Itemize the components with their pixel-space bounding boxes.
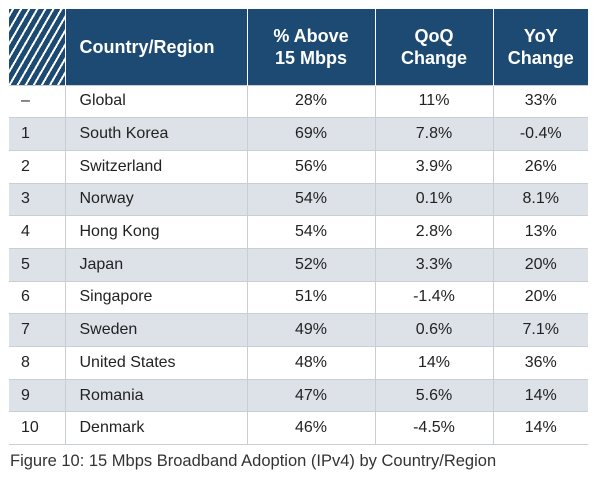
yoy-change-cell: 36% (492, 346, 588, 380)
yoy-change-cell: 14% (492, 378, 588, 413)
rank-cell: – (9, 84, 66, 119)
rank-cell: 7 (9, 313, 66, 347)
table-row: 2 Switzerland 56% 3.9% 26% (9, 149, 588, 184)
yoy-change-cell: 20% (492, 247, 588, 282)
percent-above-cell: 69% (246, 117, 376, 151)
header-country-region: Country/Region (65, 9, 248, 85)
header-rank-stripe-cell (9, 9, 66, 85)
qoq-change-cell: 0.1% (374, 182, 494, 217)
table-row: 1 South Korea 69% 7.8% -0.4% (9, 117, 588, 151)
header-percent-above-15mbps: % Above 15 Mbps (247, 9, 376, 85)
yoy-change-cell: 7.1% (492, 313, 588, 347)
rank-cell: 4 (9, 215, 66, 249)
qoq-change-cell: 11% (374, 84, 494, 119)
yoy-change-cell: 13% (492, 215, 588, 249)
header-yoy-change: YoY Change (493, 9, 588, 85)
qoq-change-cell: 0.6% (374, 313, 494, 347)
rank-cell: 9 (9, 378, 66, 413)
country-cell: Norway (64, 182, 248, 217)
rank-cell: 1 (9, 117, 66, 151)
table-row: 9 Romania 47% 5.6% 14% (9, 378, 588, 413)
table-row: 5 Japan 52% 3.3% 20% (9, 247, 588, 282)
table-row: 7 Sweden 49% 0.6% 7.1% (9, 313, 588, 347)
rank-cell: 5 (9, 247, 66, 282)
percent-above-cell: 56% (246, 149, 376, 184)
qoq-change-cell: 14% (374, 346, 494, 380)
percent-above-cell: 54% (246, 182, 376, 217)
table-row: 3 Norway 54% 0.1% 8.1% (9, 182, 588, 217)
qoq-change-cell: 2.8% (374, 215, 494, 249)
country-cell: South Korea (64, 117, 248, 151)
rank-cell: 6 (9, 280, 66, 315)
qoq-change-cell: 3.3% (374, 247, 494, 282)
yoy-change-cell: 20% (492, 280, 588, 315)
table-body: – Global 28% 11% 33% 1 South Korea 69% 7.8% -0.4%… (9, 84, 588, 446)
percent-above-cell: 51% (246, 280, 376, 315)
country-cell: Global (64, 84, 248, 119)
country-cell: Singapore (64, 280, 248, 315)
rank-cell: 2 (9, 149, 66, 184)
percent-above-cell: 54% (246, 215, 376, 249)
yoy-change-cell: 26% (492, 149, 588, 184)
yoy-change-cell: 8.1% (492, 182, 588, 217)
header-qoq-change-label: QoQ Change (400, 25, 467, 68)
percent-above-cell: 28% (246, 84, 376, 119)
header-row: Country/Region % Above 15 Mbps QoQ Chang… (9, 9, 588, 85)
yoy-change-cell: 33% (492, 84, 588, 119)
country-cell: Japan (64, 247, 248, 282)
rank-cell: 3 (9, 182, 66, 217)
percent-above-cell: 46% (246, 411, 376, 446)
qoq-change-cell: 7.8% (374, 117, 494, 151)
yoy-change-cell: 14% (492, 411, 588, 446)
country-cell: Hong Kong (64, 215, 248, 249)
country-cell: Denmark (64, 411, 248, 446)
country-cell: Switzerland (64, 149, 248, 184)
broadband-table-container: Country/Region % Above 15 Mbps QoQ Chang… (9, 9, 588, 446)
country-cell: Romania (64, 378, 248, 413)
country-cell: United States (64, 346, 248, 380)
header-yoy-change-label: YoY Change (507, 25, 574, 68)
qoq-change-cell: -1.4% (374, 280, 494, 315)
percent-above-cell: 49% (246, 313, 376, 347)
rank-cell: 8 (9, 346, 66, 380)
table-row: 4 Hong Kong 54% 2.8% 13% (9, 215, 588, 249)
country-cell: Sweden (64, 313, 248, 347)
diagonal-stripes-decoration (9, 9, 65, 85)
qoq-change-cell: -4.5% (374, 411, 494, 446)
figure-caption: Figure 10: 15 Mbps Broadband Adoption (I… (10, 452, 497, 470)
qoq-change-cell: 3.9% (374, 149, 494, 184)
table-row: 6 Singapore 51% -1.4% 20% (9, 280, 588, 315)
qoq-change-cell: 5.6% (374, 378, 494, 413)
table-header: Country/Region % Above 15 Mbps QoQ Chang… (9, 9, 588, 85)
rank-cell: 10 (9, 411, 66, 446)
table-row: 8 United States 48% 14% 36% (9, 346, 588, 380)
header-percent-above-15mbps-label: % Above 15 Mbps (273, 25, 349, 68)
table-row: 10 Denmark 46% -4.5% 14% (9, 411, 588, 446)
percent-above-cell: 52% (246, 247, 376, 282)
table-row: – Global 28% 11% 33% (9, 84, 588, 119)
header-qoq-change: QoQ Change (375, 9, 494, 85)
broadband-adoption-table: Country/Region % Above 15 Mbps QoQ Chang… (9, 9, 588, 446)
percent-above-cell: 48% (246, 346, 376, 380)
yoy-change-cell: -0.4% (492, 117, 588, 151)
percent-above-cell: 47% (246, 378, 376, 413)
